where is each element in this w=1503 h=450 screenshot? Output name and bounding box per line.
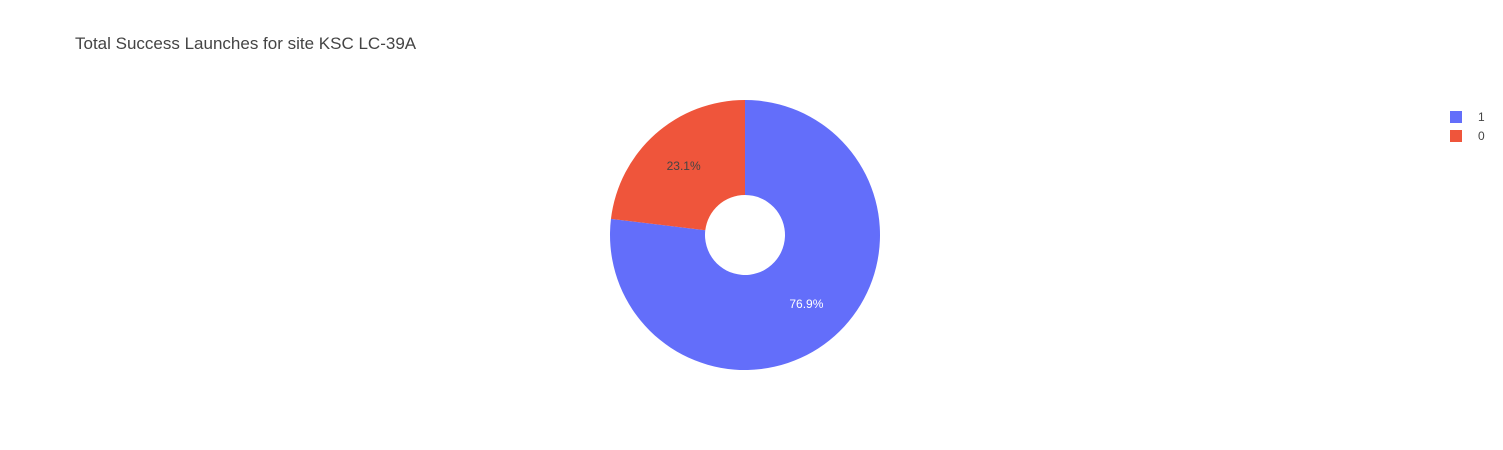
- legend-label-1: 1: [1478, 109, 1485, 124]
- pie-slice-0[interactable]: [610, 100, 745, 231]
- legend-item-0[interactable]: 0: [1450, 126, 1485, 145]
- legend-label-0: 0: [1478, 128, 1485, 143]
- legend-swatch-0: [1450, 129, 1462, 142]
- pie-slice-1[interactable]: [610, 100, 881, 370]
- legend: 1 0: [1450, 107, 1485, 145]
- chart-title: Total Success Launches for site KSC LC-3…: [75, 34, 417, 53]
- slice-percent-label-1: 76.9%: [789, 297, 823, 311]
- slice-percent-label-0: 23.1%: [667, 159, 701, 173]
- legend-item-1[interactable]: 1: [1450, 107, 1485, 126]
- legend-swatch-1: [1450, 110, 1462, 123]
